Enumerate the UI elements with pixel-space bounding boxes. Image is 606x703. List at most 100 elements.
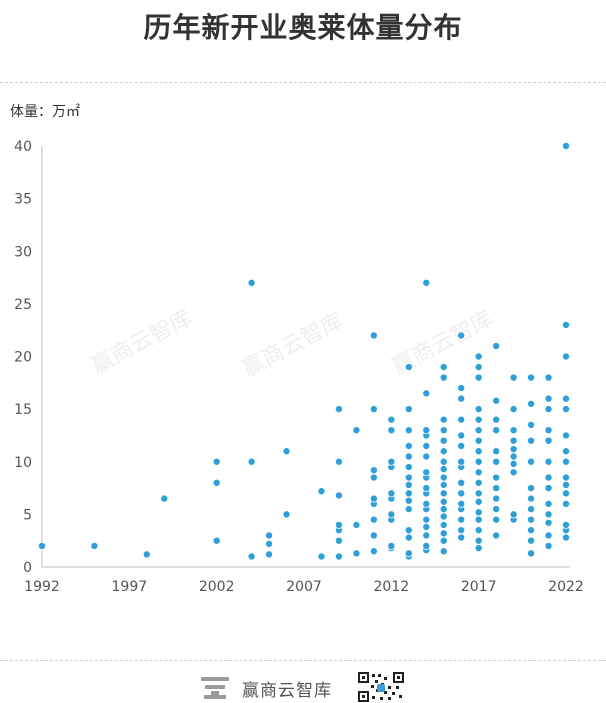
watermark-text: 赢商云智库 xyxy=(239,308,348,382)
page-title: 历年新开业奥莱体量分布 xyxy=(143,11,463,44)
data-point xyxy=(509,452,518,461)
data-point xyxy=(474,508,483,517)
data-point xyxy=(247,552,256,561)
data-point xyxy=(439,529,448,538)
data-point xyxy=(439,497,448,506)
data-point xyxy=(387,415,396,424)
data-point xyxy=(387,426,396,435)
data-point xyxy=(439,512,448,521)
data-point xyxy=(387,510,396,519)
data-point xyxy=(404,463,413,472)
data-point xyxy=(527,536,536,545)
data-point xyxy=(265,550,274,559)
data-point xyxy=(404,426,413,435)
data-point xyxy=(369,547,378,556)
data-point xyxy=(562,489,571,498)
data-point xyxy=(334,520,343,529)
scatter-chart: 赢商云智库 赢商云智库 赢商云智库 0 5 10 15 20 25 30 35 40 1992 1997… xyxy=(14,139,584,595)
data-point xyxy=(474,489,483,498)
data-point xyxy=(527,484,536,493)
data-point xyxy=(38,541,47,550)
y-tick-label: 0 xyxy=(23,560,32,576)
data-point xyxy=(439,373,448,382)
data-point xyxy=(544,405,553,414)
data-point xyxy=(457,478,466,487)
data-point xyxy=(544,373,553,382)
data-point xyxy=(492,515,501,524)
data-point xyxy=(404,505,413,514)
data-point xyxy=(492,396,501,405)
data-point xyxy=(527,436,536,445)
bottom-divider xyxy=(0,660,606,661)
data-point xyxy=(544,518,553,527)
data-point xyxy=(509,436,518,445)
data-point xyxy=(422,499,431,508)
x-tick-label: 2012 xyxy=(374,579,410,595)
x-tick-label: 2007 xyxy=(286,579,322,595)
y-tick-label: 40 xyxy=(14,139,32,155)
data-point xyxy=(334,405,343,414)
data-point xyxy=(562,457,571,466)
data-point xyxy=(457,431,466,440)
data-point xyxy=(562,499,571,508)
data-point xyxy=(544,457,553,466)
y-tick-label: 10 xyxy=(14,455,32,471)
data-point xyxy=(544,484,553,493)
data-point xyxy=(562,473,571,482)
data-point xyxy=(247,278,256,287)
data-point xyxy=(142,550,151,559)
data-point xyxy=(457,415,466,424)
data-point xyxy=(474,457,483,466)
brand-logo-icon xyxy=(201,677,229,699)
data-point xyxy=(527,526,536,535)
y-tick-label: 15 xyxy=(14,402,32,418)
data-point xyxy=(334,491,343,500)
data-point xyxy=(212,478,221,487)
y-tick-label: 20 xyxy=(14,350,32,366)
data-point xyxy=(492,505,501,514)
data-point xyxy=(474,526,483,535)
data-point xyxy=(387,541,396,550)
data-point xyxy=(352,549,361,558)
data-point xyxy=(492,447,501,456)
data-point xyxy=(492,494,501,503)
x-tick-label: 1997 xyxy=(112,579,148,595)
data-point xyxy=(404,405,413,414)
data-point xyxy=(404,496,413,505)
data-point xyxy=(492,473,501,482)
data-point xyxy=(492,457,501,466)
data-point xyxy=(352,426,361,435)
data-point xyxy=(474,544,483,553)
data-point xyxy=(527,515,536,524)
data-point xyxy=(509,445,518,454)
y-tick-label: 35 xyxy=(14,192,32,208)
data-point xyxy=(439,363,448,372)
data-point xyxy=(422,278,431,287)
data-point xyxy=(247,457,256,466)
data-point xyxy=(160,494,169,503)
data-point xyxy=(509,468,518,477)
data-point xyxy=(457,526,466,535)
data-point xyxy=(439,480,448,489)
watermark-layer: 赢商云智库 赢商云智库 赢商云智库 xyxy=(88,305,498,382)
data-point xyxy=(422,452,431,461)
data-point xyxy=(474,426,483,435)
data-point xyxy=(404,441,413,450)
data-point xyxy=(527,420,536,429)
data-point xyxy=(509,426,518,435)
data-point xyxy=(544,394,553,403)
data-point xyxy=(527,399,536,408)
y-tick-label: 25 xyxy=(14,297,32,313)
data-point xyxy=(492,484,501,493)
data-point xyxy=(457,441,466,450)
data-point xyxy=(439,457,448,466)
data-point xyxy=(369,494,378,503)
data-point xyxy=(527,494,536,503)
data-point xyxy=(474,415,483,424)
data-point xyxy=(369,331,378,340)
data-point xyxy=(404,533,413,542)
data-point xyxy=(474,468,483,477)
data-point xyxy=(544,531,553,540)
data-point xyxy=(527,549,536,558)
data-point xyxy=(457,384,466,393)
